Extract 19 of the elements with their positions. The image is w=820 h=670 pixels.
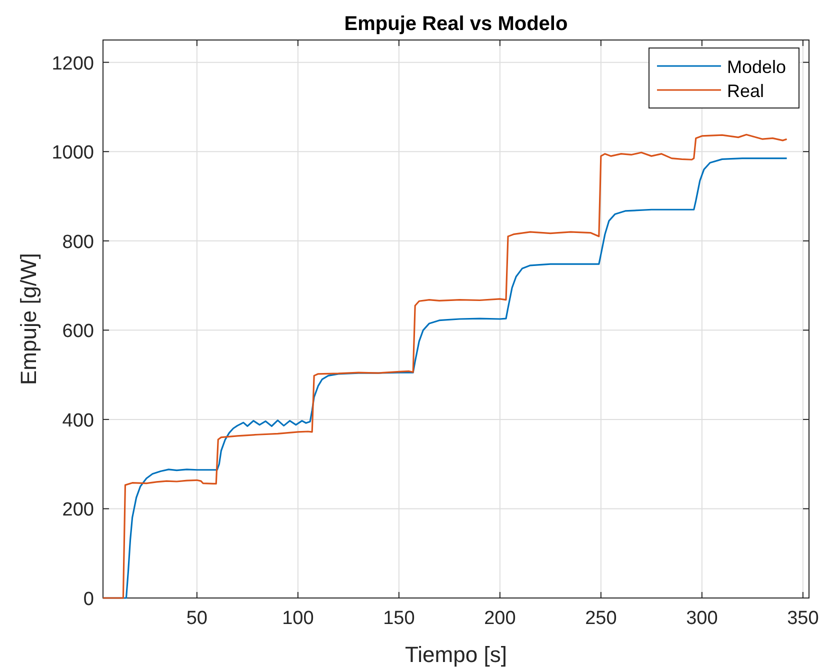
x-tick-label: 150 <box>383 608 415 629</box>
x-tick-label: 200 <box>484 608 516 629</box>
y-tick-label: 400 <box>62 410 94 432</box>
chart-title: Empuje Real vs Modelo <box>344 13 568 35</box>
y-tick-label: 600 <box>62 321 94 342</box>
y-tick-label: 800 <box>62 232 94 253</box>
y-tick-label: 0 <box>83 589 94 610</box>
legend-label: Real <box>727 81 764 101</box>
x-tick-label: 250 <box>585 608 617 629</box>
x-tick-label: 350 <box>787 608 819 629</box>
x-axis-title: Tiempo [s] <box>405 642 507 667</box>
y-tick-label: 1200 <box>52 53 94 74</box>
x-tick-label: 300 <box>686 608 718 629</box>
x-tick-label: 50 <box>186 608 208 629</box>
y-tick-label: 1000 <box>52 142 94 164</box>
legend-label: Modelo <box>727 57 786 77</box>
y-tick-label: 200 <box>62 500 94 521</box>
x-tick-label: 100 <box>282 608 314 629</box>
y-axis-title: Empuje [g/W] <box>16 252 41 386</box>
